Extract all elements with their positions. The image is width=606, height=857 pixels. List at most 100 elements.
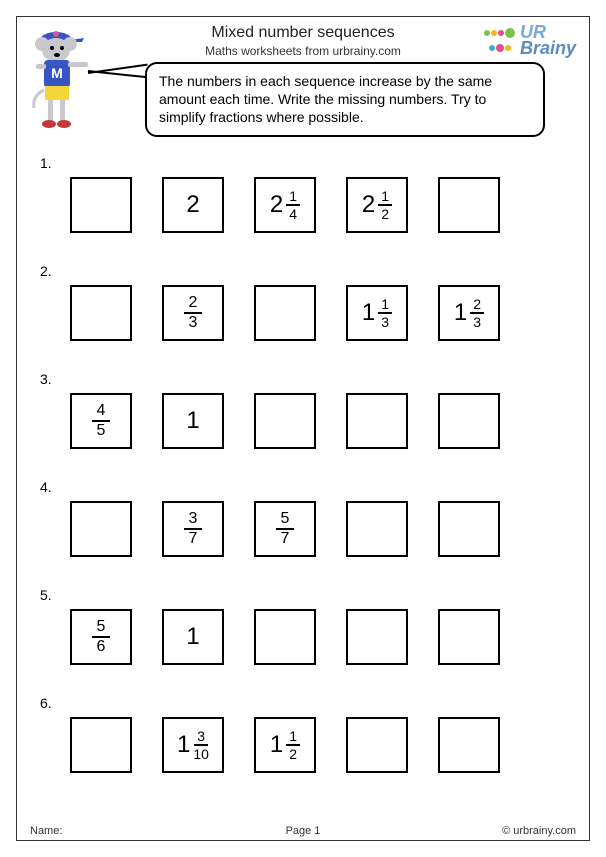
mixed-number: 2 1 2 <box>362 189 392 221</box>
answer-box[interactable] <box>70 177 132 233</box>
fraction-part: 1 4 <box>286 189 300 221</box>
fraction: 5 6 <box>92 619 110 655</box>
boxes-row: 4 5 1 <box>40 393 566 449</box>
problem-number: 2. <box>40 263 566 279</box>
problem-number: 1. <box>40 155 566 171</box>
answer-box[interactable] <box>254 609 316 665</box>
problems-container: 1. 2 2 1 4 2 1 2 2. 2 3 1 1 <box>40 155 566 803</box>
mixed-number: 2 1 4 <box>270 189 300 221</box>
answer-box[interactable] <box>70 717 132 773</box>
problem-number: 3. <box>40 371 566 387</box>
whole-part: 1 <box>362 299 375 327</box>
answer-box[interactable]: 1 3 10 <box>162 717 224 773</box>
copyright-label: © urbrainy.com <box>502 825 576 837</box>
page-label: Page 1 <box>286 825 321 837</box>
mixed-number: 1 3 10 <box>177 729 209 761</box>
answer-box[interactable]: 5 7 <box>254 501 316 557</box>
logo-text-bottom: Brainy <box>520 40 576 56</box>
instructions-box: The numbers in each sequence increase by… <box>145 62 545 137</box>
answer-box[interactable]: 2 <box>162 177 224 233</box>
answer-box[interactable]: 1 <box>162 393 224 449</box>
answer-box[interactable]: 1 1 3 <box>346 285 408 341</box>
denominator: 2 <box>381 206 389 221</box>
boxes-row: 3 7 5 7 <box>40 501 566 557</box>
numerator: 3 <box>197 729 205 744</box>
svg-text:M: M <box>51 65 63 81</box>
whole-part: 2 <box>270 191 283 219</box>
boxes-row: 2 3 1 1 3 1 2 3 <box>40 285 566 341</box>
answer-box[interactable] <box>254 393 316 449</box>
answer-box[interactable]: 2 1 4 <box>254 177 316 233</box>
name-label: Name: <box>30 825 62 837</box>
answer-box[interactable] <box>438 501 500 557</box>
numerator: 5 <box>281 511 290 528</box>
fraction-part: 1 2 <box>286 729 300 761</box>
denominator: 2 <box>289 746 297 761</box>
boxes-row: 1 3 10 1 1 2 <box>40 717 566 773</box>
whole-number: 1 <box>186 623 199 651</box>
boxes-row: 5 6 1 <box>40 609 566 665</box>
numerator: 5 <box>97 619 106 636</box>
answer-box[interactable]: 4 5 <box>70 393 132 449</box>
fraction-part: 1 3 <box>378 297 392 329</box>
denominator: 4 <box>289 206 297 221</box>
whole-number: 1 <box>186 407 199 435</box>
whole-part: 1 <box>177 731 190 759</box>
answer-box[interactable] <box>346 609 408 665</box>
problem-number: 5. <box>40 587 566 603</box>
problem-number: 6. <box>40 695 566 711</box>
numerator: 2 <box>473 297 481 312</box>
answer-box[interactable] <box>70 501 132 557</box>
mascot-icon: M <box>28 28 103 148</box>
problem-row: 1. 2 2 1 4 2 1 2 <box>40 155 566 233</box>
numerator: 1 <box>381 189 389 204</box>
fraction-part: 3 10 <box>193 729 209 761</box>
problem-row: 6. 1 3 10 1 1 2 <box>40 695 566 773</box>
numerator: 4 <box>97 403 106 420</box>
denominator: 3 <box>473 314 481 329</box>
whole-number: 2 <box>186 191 199 219</box>
problem-number: 4. <box>40 479 566 495</box>
numerator: 1 <box>289 189 297 204</box>
fraction: 4 5 <box>92 403 110 439</box>
fraction: 2 3 <box>184 295 202 331</box>
fraction: 3 7 <box>184 511 202 547</box>
fraction: 5 7 <box>276 511 294 547</box>
denominator: 10 <box>193 746 209 761</box>
answer-box[interactable]: 2 3 <box>162 285 224 341</box>
fraction-part: 1 2 <box>378 189 392 221</box>
answer-box[interactable]: 3 7 <box>162 501 224 557</box>
answer-box[interactable] <box>346 717 408 773</box>
denominator: 5 <box>97 422 106 439</box>
numerator: 2 <box>189 295 198 312</box>
answer-box[interactable]: 1 <box>162 609 224 665</box>
answer-box[interactable] <box>346 393 408 449</box>
numerator: 3 <box>189 511 198 528</box>
answer-box[interactable]: 5 6 <box>70 609 132 665</box>
answer-box[interactable]: 1 2 3 <box>438 285 500 341</box>
denominator: 3 <box>189 314 198 331</box>
boxes-row: 2 2 1 4 2 1 2 <box>40 177 566 233</box>
mixed-number: 1 1 2 <box>270 729 300 761</box>
whole-part: 2 <box>362 191 375 219</box>
answer-box[interactable] <box>346 501 408 557</box>
answer-box[interactable] <box>438 393 500 449</box>
problem-row: 2. 2 3 1 1 3 1 2 3 <box>40 263 566 341</box>
logo-text: UR Brainy <box>520 24 576 56</box>
answer-box[interactable] <box>438 177 500 233</box>
problem-row: 4. 3 7 5 7 <box>40 479 566 557</box>
problem-row: 5. 5 6 1 <box>40 587 566 665</box>
denominator: 3 <box>381 314 389 329</box>
denominator: 7 <box>281 530 290 547</box>
answer-box[interactable] <box>438 717 500 773</box>
mixed-number: 1 1 3 <box>362 297 392 329</box>
numerator: 1 <box>289 729 297 744</box>
answer-box[interactable] <box>438 609 500 665</box>
answer-box[interactable] <box>70 285 132 341</box>
answer-box[interactable]: 2 1 2 <box>346 177 408 233</box>
answer-box[interactable]: 1 1 2 <box>254 717 316 773</box>
whole-part: 1 <box>454 299 467 327</box>
denominator: 6 <box>97 638 106 655</box>
denominator: 7 <box>189 530 198 547</box>
answer-box[interactable] <box>254 285 316 341</box>
